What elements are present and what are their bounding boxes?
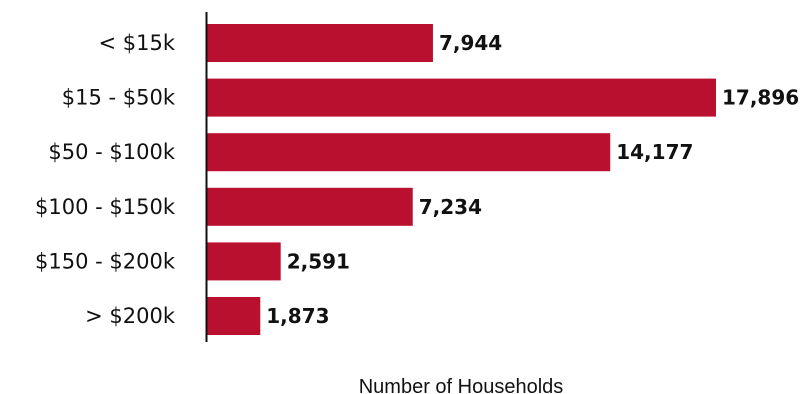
category-label-2: $50 - $100k [48, 140, 175, 164]
category-label-5: > $200k [85, 304, 176, 328]
bar-3 [207, 187, 413, 226]
category-label-3: $100 - $150k [35, 195, 176, 219]
value-label-1: 17,896 [722, 86, 799, 110]
bars-group [207, 24, 716, 335]
value-label-4: 2,591 [287, 249, 350, 273]
category-label-1: $15 - $50k [62, 86, 176, 110]
bar-0 [207, 24, 433, 62]
value-label-2: 14,177 [616, 140, 693, 164]
x-axis-title: Number of Households [359, 376, 564, 394]
bar-5 [207, 297, 261, 335]
value-label-3: 7,234 [419, 195, 482, 219]
category-labels-group: < $15k $15 - $50k $50 - $100k $100 - $150k $… [35, 31, 176, 328]
bar-4 [207, 242, 281, 281]
bar-1 [207, 78, 716, 117]
category-label-4: $150 - $200k [35, 249, 176, 273]
value-labels-group: 7,944 17,896 14,177 7,234 2,591 1,873 [266, 31, 799, 328]
value-label-5: 1,873 [266, 304, 329, 328]
value-label-0: 7,944 [439, 31, 502, 55]
bar-2 [207, 133, 611, 172]
category-label-0: < $15k [98, 31, 175, 55]
